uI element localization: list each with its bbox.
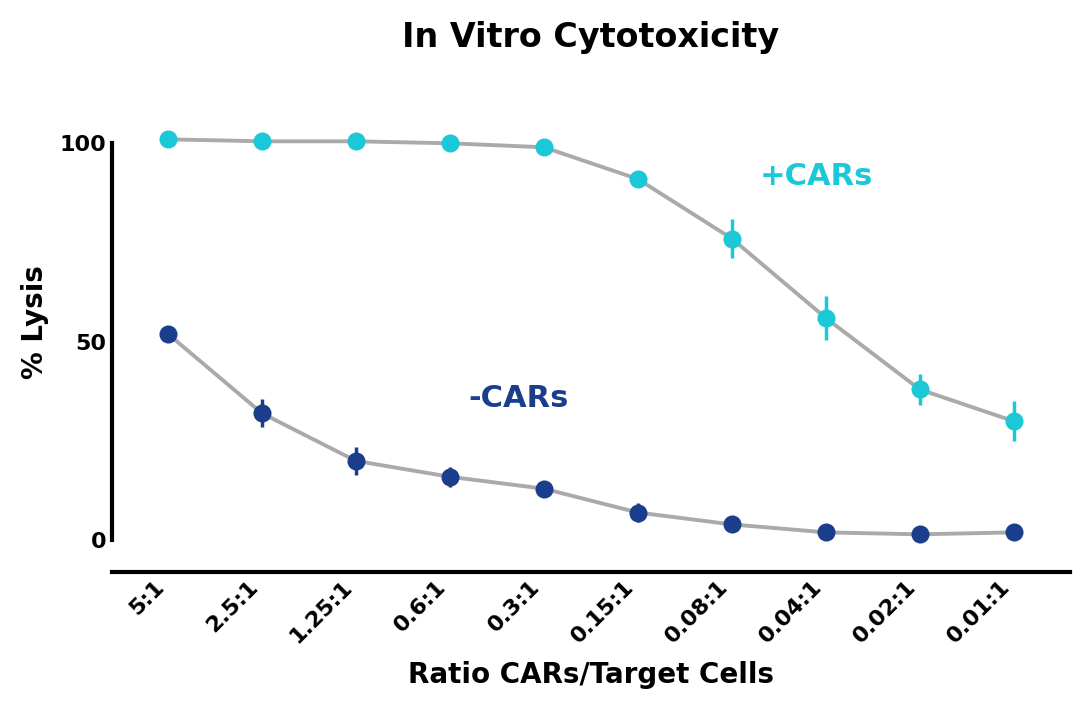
Text: +CARs: +CARs	[760, 162, 874, 191]
X-axis label: Ratio CARs/Target Cells: Ratio CARs/Target Cells	[408, 661, 774, 689]
Title: In Vitro Cytotoxicity: In Vitro Cytotoxicity	[403, 21, 779, 54]
Y-axis label: % Lysis: % Lysis	[21, 265, 49, 379]
Text: -CARs: -CARs	[469, 384, 570, 413]
